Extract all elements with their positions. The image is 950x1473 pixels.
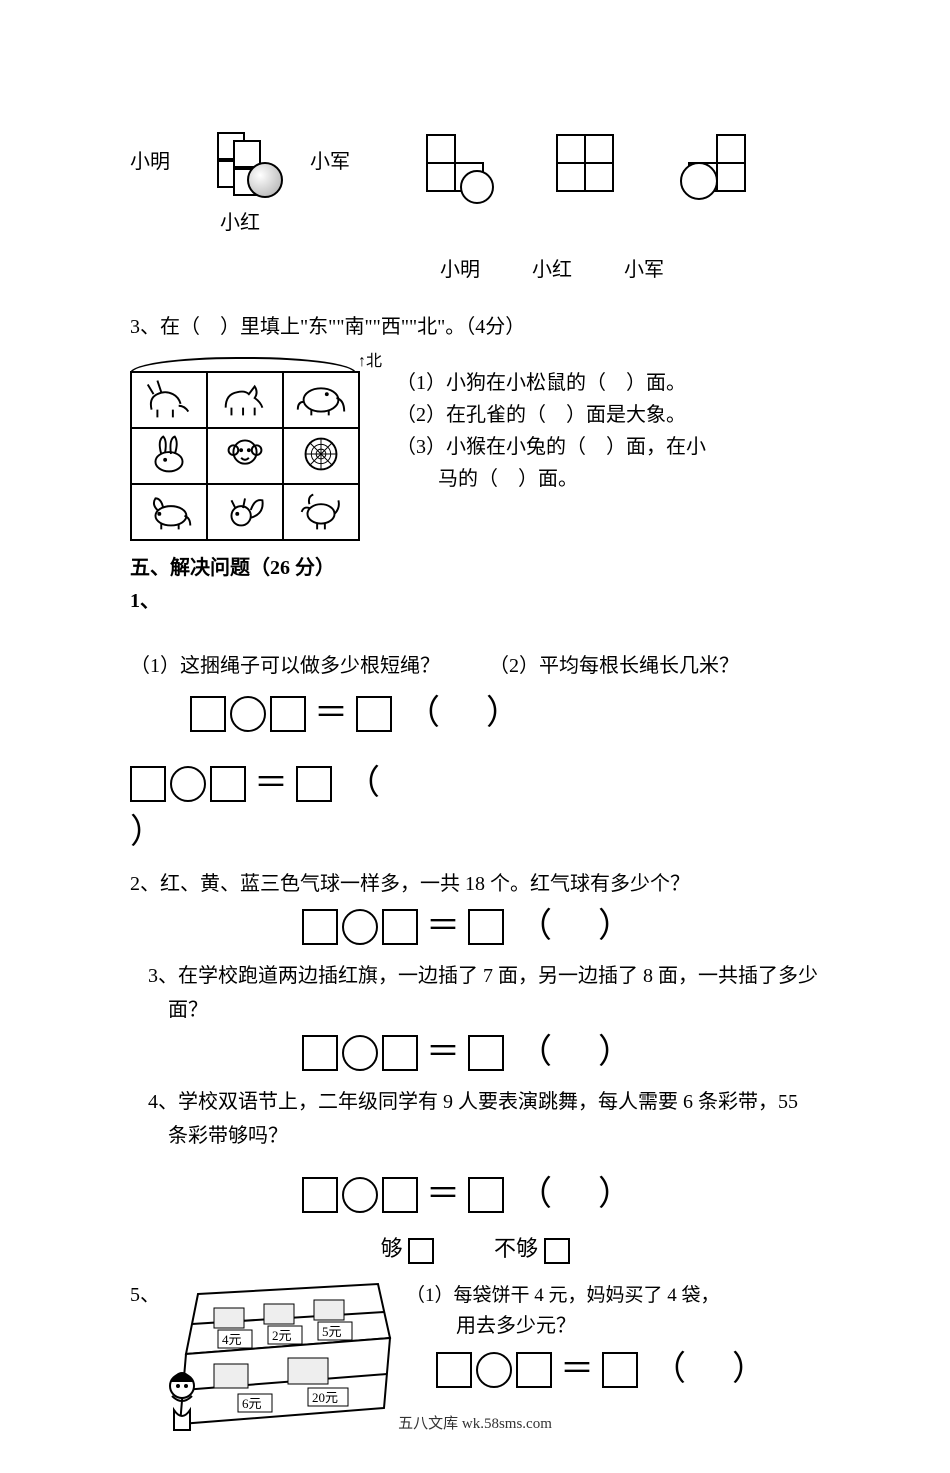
svg-text:2元: 2元 xyxy=(272,1328,292,1343)
q3-title: 3、在（ ）里填上"东""南""西""北"。（4分） xyxy=(130,310,820,339)
rooster-icon xyxy=(292,488,350,532)
view-label-hong: 小红 xyxy=(532,253,572,282)
view-hong-fig xyxy=(550,130,630,210)
q3-line2: （2）在孔雀的（ ）面是大象。 xyxy=(396,399,706,431)
shop-illustration: 4元 2元 5元 6元 20元 xyxy=(168,1278,398,1438)
roof xyxy=(130,357,356,373)
view-jun-fig xyxy=(680,130,760,210)
q5b-text: 用去多少元？ xyxy=(456,1309,820,1338)
q2-text: 2、红、黄、蓝三色气球一样多，一共 18 个。红气球有多少个？ xyxy=(130,867,820,901)
q5a-text: （1）每袋饼干 4 元，妈妈买了 4 袋， xyxy=(406,1280,820,1307)
svg-text:20元: 20元 xyxy=(312,1390,338,1405)
peacock-icon xyxy=(292,432,350,476)
svg-text:5元: 5元 xyxy=(322,1324,342,1339)
monkey-icon xyxy=(216,432,274,476)
label-xiaojun: 小军 xyxy=(310,145,350,174)
q3-line3a: （3）小猴在小兔的（ ）面，在小 xyxy=(396,431,706,463)
north-arrow: ↑北 xyxy=(358,347,382,371)
label-xiaohong: 小红 xyxy=(220,206,260,235)
view-label-ming: 小明 xyxy=(440,253,480,282)
view-figures xyxy=(420,130,760,210)
q3-line1: （1）小狗在小松鼠的（ ）面。 xyxy=(396,367,706,399)
q1a-text: （1）这捆绳子可以做多少根短绳？ xyxy=(130,649,461,678)
animal-grid xyxy=(130,371,360,541)
svg-text:6元: 6元 xyxy=(242,1396,262,1411)
equation-2: ＝ （ ） xyxy=(130,909,820,945)
dog-icon xyxy=(140,488,198,532)
not-enough-option[interactable]: 不够 xyxy=(494,1231,570,1264)
view-ming-fig xyxy=(420,130,500,210)
svg-text:4元: 4元 xyxy=(222,1332,242,1347)
label-xiaoming: 小明 xyxy=(130,145,170,174)
equation-1a: ＝ （ ） xyxy=(190,696,536,732)
equation-3: ＝ （ ） xyxy=(130,1035,820,1071)
hanging-paren: ） xyxy=(130,804,820,853)
equation-5: ＝ （ ） xyxy=(436,1352,820,1388)
goat-icon xyxy=(140,376,198,420)
q1b-text: （2）平均每根长绳长几米？ xyxy=(489,649,820,678)
equation-1b: ＝ （ xyxy=(130,766,396,802)
horse-icon xyxy=(216,376,274,420)
q3-text: 3、在学校跑道两边插红旗，一边插了 7 面，另一边插了 8 面，一共插了多少面？ xyxy=(130,959,820,1027)
section5-header: 五、解决问题（26 分） xyxy=(130,551,820,580)
q5-label: 5、 xyxy=(130,1278,160,1307)
squirrel-icon xyxy=(216,488,274,532)
equation-4: ＝ （ ） xyxy=(130,1177,820,1213)
q1-label: 1、 xyxy=(130,584,820,613)
q3-line3b: 马的（ ）面。 xyxy=(438,463,706,495)
rabbit-icon xyxy=(140,432,198,476)
view-label-jun: 小军 xyxy=(624,253,664,282)
elephant-icon xyxy=(292,376,350,420)
enough-option[interactable]: 够 xyxy=(380,1231,434,1264)
q4-text: 4、学校双语节上，二年级同学有 9 人要表演跳舞，每人需要 6 条彩带，55 条… xyxy=(130,1085,820,1153)
cube-scene xyxy=(211,120,269,198)
